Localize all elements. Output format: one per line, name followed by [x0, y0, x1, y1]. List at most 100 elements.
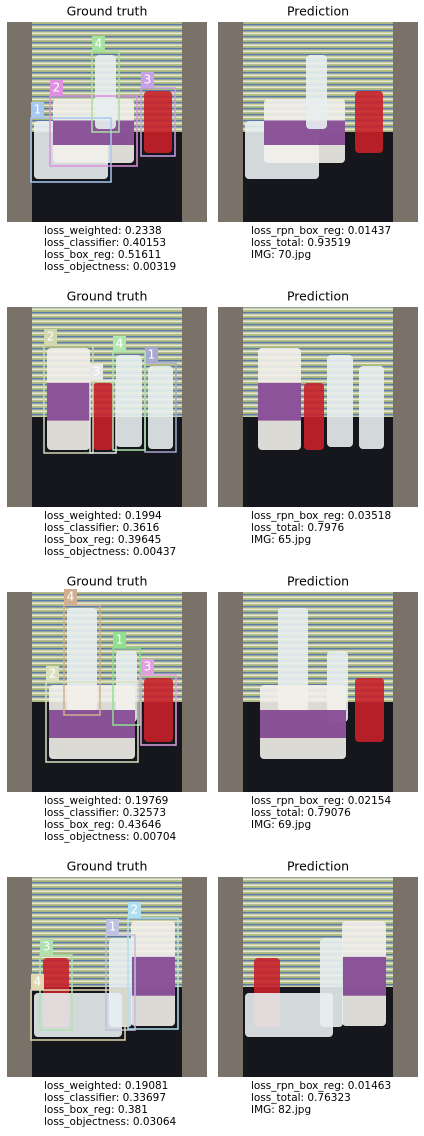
- box-label-bg: [92, 36, 105, 52]
- bounding-box: [127, 917, 179, 1030]
- loss-text: loss_total: 0.7976: [251, 522, 344, 534]
- loss-text: loss_rpn_box_reg: 0.01463: [251, 1080, 391, 1092]
- box-label-bg: [113, 632, 126, 648]
- object: [304, 383, 324, 450]
- object: [116, 355, 142, 447]
- panel-title: Ground truth: [67, 4, 148, 19]
- loss-text: loss_objectness: 0.00319: [44, 261, 176, 273]
- loss-text: loss_box_reg: 0.39645: [44, 534, 161, 546]
- loss-text: IMG: 82.jpg: [251, 1104, 311, 1116]
- bounding-box: [91, 51, 120, 133]
- box-label: 2: [49, 667, 57, 681]
- object: [355, 678, 384, 742]
- loss-text: loss_box_reg: 0.381: [44, 1104, 148, 1116]
- loss-text: loss_classifier: 0.33697: [44, 1092, 166, 1104]
- loss-text: loss_objectness: 0.03064: [44, 1116, 177, 1128]
- bounding-box: [140, 674, 177, 746]
- loss-text: loss_objectness: 0.00437: [44, 546, 176, 558]
- bounding-box: [49, 95, 138, 167]
- object: [245, 993, 333, 1037]
- box-label-bg: [64, 589, 77, 605]
- box-label-bg: [141, 659, 154, 675]
- box-label: 1: [148, 348, 156, 362]
- image: 2 1 4 3: [7, 307, 207, 507]
- loss-text: loss_weighted: 0.2338: [44, 225, 162, 237]
- carton-band: [264, 120, 345, 145]
- loss-text: IMG: 69.jpg: [251, 819, 311, 831]
- loss-text: loss_weighted: 0.19081: [44, 1080, 168, 1092]
- panel-title: Ground truth: [67, 574, 148, 589]
- box-label: 1: [34, 103, 42, 117]
- object: [355, 91, 383, 153]
- loss-text: loss_total: 0.79076: [251, 807, 351, 819]
- box-label: 3: [144, 73, 152, 87]
- box-label: 3: [144, 660, 152, 674]
- box-label-bg: [90, 364, 103, 380]
- bounding-box: [112, 351, 146, 451]
- box-label: 2: [53, 81, 61, 95]
- object: [93, 383, 113, 450]
- box-label: 3: [93, 365, 101, 379]
- image: [218, 307, 418, 507]
- bounding-box: [43, 344, 94, 454]
- loss-text: loss_classifier: 0.32573: [44, 807, 166, 819]
- box-label-bg: [31, 102, 44, 118]
- box-label: 3: [43, 940, 51, 954]
- bounding-box: [30, 989, 126, 1041]
- image: [218, 592, 418, 792]
- image: 21 3 4: [7, 877, 207, 1077]
- box-label-bg: [44, 329, 57, 345]
- carton-band: [49, 710, 135, 738]
- box-label-bg: [31, 974, 44, 990]
- bounding-box: [63, 604, 101, 716]
- box-label: 4: [34, 975, 42, 989]
- panel-title: Prediction: [287, 289, 349, 304]
- carton-band: [47, 382, 90, 421]
- box-label: 4: [116, 337, 124, 351]
- bounding-box: [105, 934, 136, 1031]
- box-label-bg: [141, 72, 154, 88]
- panel-title: Ground truth: [67, 859, 148, 874]
- box-label-bg: [113, 336, 126, 352]
- object: [34, 993, 122, 1037]
- loss-text: loss_total: 0.76323: [251, 1092, 351, 1104]
- loss-text: loss_weighted: 0.1994: [44, 510, 162, 522]
- box-label: 4: [95, 37, 103, 51]
- bounding-box: [45, 681, 139, 763]
- box-label: 2: [131, 903, 139, 917]
- object: [148, 366, 173, 449]
- image: 4 1 2 3: [7, 589, 207, 792]
- loss-text: loss_rpn_box_reg: 0.03518: [251, 510, 391, 522]
- box-label-bg: [46, 666, 59, 682]
- image: [218, 877, 418, 1077]
- loss-text: loss_box_reg: 0.43646: [44, 819, 162, 831]
- panel-title: Prediction: [287, 859, 349, 874]
- box-label: 2: [47, 330, 55, 344]
- loss-text: loss_classifier: 0.40153: [44, 237, 166, 249]
- loss-text: loss_rpn_box_reg: 0.01437: [251, 225, 391, 237]
- loss-text: loss_box_reg: 0.51611: [44, 249, 161, 261]
- carton-band: [258, 382, 301, 421]
- box-label: 1: [109, 920, 117, 934]
- object: [327, 355, 353, 447]
- bounding-box: [39, 954, 73, 1031]
- bounding-box: [30, 117, 112, 183]
- carton-band: [131, 956, 175, 996]
- box-label: 4: [67, 590, 75, 604]
- object: [144, 678, 173, 742]
- panel-title: Prediction: [287, 4, 349, 19]
- box-label-bg: [40, 939, 53, 955]
- carton-band: [260, 710, 346, 738]
- loss-text: loss_rpn_box_reg: 0.02154: [251, 795, 391, 807]
- carton-band: [342, 956, 386, 996]
- loss-text: IMG: 70.jpg: [251, 249, 311, 261]
- loss-text: loss_total: 0.93519: [251, 237, 351, 249]
- panel-title: Ground truth: [67, 289, 148, 304]
- bounding-box: [112, 647, 141, 726]
- box-label-bg: [145, 347, 158, 363]
- object: [306, 55, 327, 129]
- image: [218, 22, 418, 222]
- box-label-bg: [106, 919, 119, 935]
- panel-title: Prediction: [287, 574, 349, 589]
